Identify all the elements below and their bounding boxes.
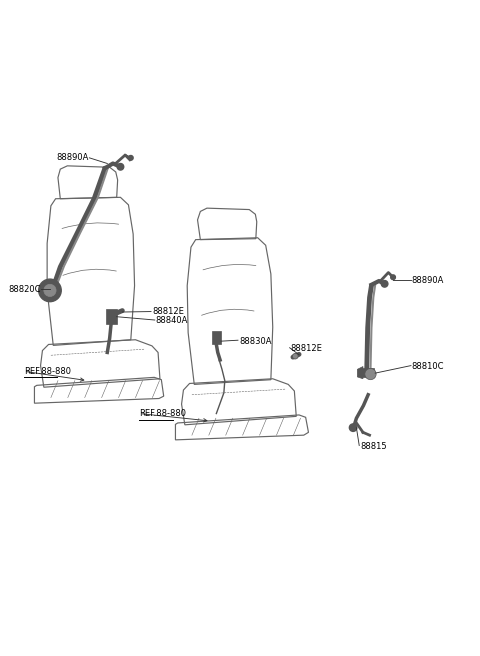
Circle shape <box>391 275 396 279</box>
Bar <box>361 368 374 377</box>
Text: 88840A: 88840A <box>156 316 188 325</box>
Polygon shape <box>40 281 47 300</box>
Circle shape <box>117 163 124 170</box>
Circle shape <box>365 369 376 380</box>
Text: 88820C: 88820C <box>8 285 40 294</box>
Bar <box>107 309 117 324</box>
Circle shape <box>39 279 61 302</box>
Circle shape <box>349 424 357 432</box>
Text: REF.88-880: REF.88-880 <box>24 367 71 376</box>
Text: 88812E: 88812E <box>290 344 323 353</box>
Text: 88815: 88815 <box>360 442 387 451</box>
Circle shape <box>129 155 133 160</box>
Text: REF.88-880: REF.88-880 <box>139 409 186 418</box>
Text: 88830A: 88830A <box>239 337 271 346</box>
Circle shape <box>292 354 298 359</box>
Circle shape <box>381 281 388 287</box>
Circle shape <box>44 284 56 297</box>
Text: 88810C: 88810C <box>412 362 444 371</box>
Text: 88890A: 88890A <box>412 276 444 285</box>
Text: 88812E: 88812E <box>152 307 184 316</box>
Text: 88890A: 88890A <box>56 154 88 162</box>
Bar <box>212 331 221 344</box>
Polygon shape <box>357 367 363 379</box>
